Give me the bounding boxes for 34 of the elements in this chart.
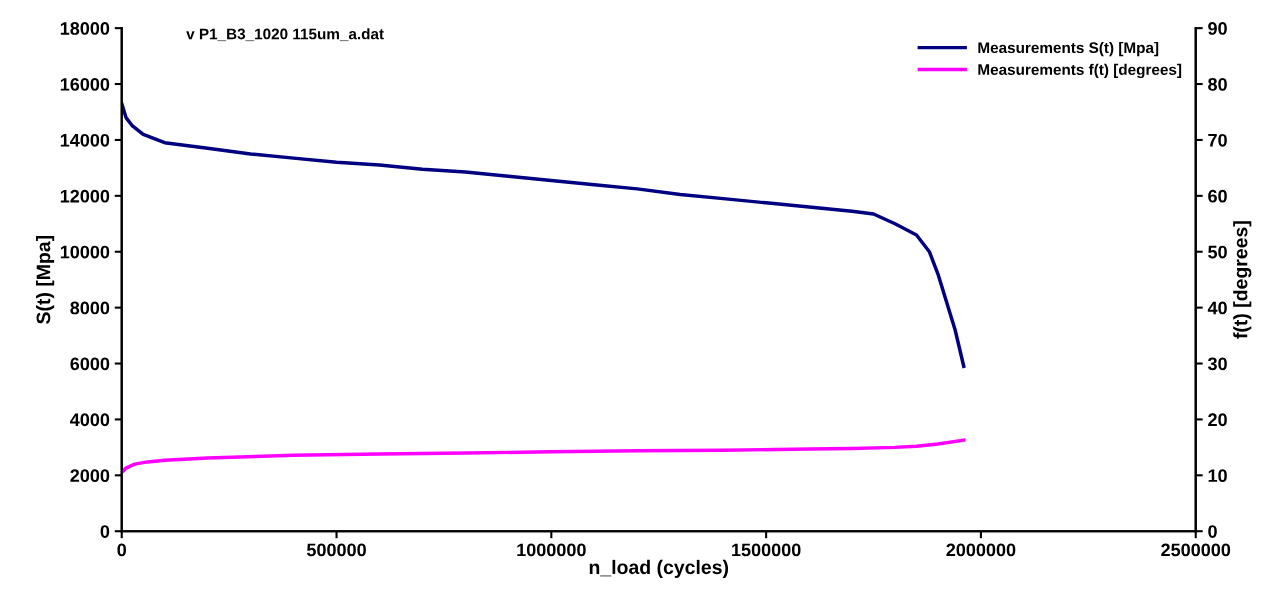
y-axis-title: S(t) [Mpa] — [36, 235, 55, 324]
y2-tick-label: 40 — [1207, 301, 1227, 315]
x-tick-label: 2000000 — [946, 543, 1016, 557]
y2-tick-label: 70 — [1208, 133, 1227, 147]
y2-tick-label: 0 — [1208, 525, 1217, 538]
legend-label: Measurements f(t) [degrees] — [978, 63, 1182, 79]
x-tick-label: 0 — [117, 543, 127, 557]
y2-tick-label: 10 — [1208, 469, 1227, 483]
y-tick-label: 12000 — [60, 189, 110, 203]
y-tick-label: 6000 — [70, 357, 110, 371]
y-tick-label: 18000 — [60, 22, 110, 35]
line-series — [121, 438, 966, 475]
x-tick-label: 1000000 — [517, 543, 586, 557]
y-tick-label: 8000 — [70, 301, 110, 315]
y-tick-label: 10000 — [60, 245, 110, 259]
y2-tick-label: 90 — [1208, 22, 1227, 35]
y2-tick-label: 50 — [1208, 245, 1227, 259]
line-series — [121, 101, 966, 369]
x-tick-label: 2500000 — [1161, 543, 1231, 557]
y-tick-label: 14000 — [60, 133, 110, 147]
x-axis-title: n_load (cycles) — [589, 559, 729, 578]
y2-tick-label: 30 — [1207, 357, 1227, 371]
chart-title: v P1_B3_1020 115um_a.dat — [186, 28, 384, 42]
y2-tick-label: 60 — [1208, 189, 1227, 203]
y2-tick-label: 80 — [1208, 77, 1227, 91]
y-tick-label: 16000 — [60, 77, 110, 91]
y2-tick-label: 20 — [1208, 413, 1227, 427]
y-tick-label: 2000 — [70, 469, 110, 483]
x-tick-label: 500000 — [306, 543, 366, 557]
y2-axis-title: f(t) [degrees] — [1233, 221, 1252, 339]
legend-label: Measurements S(t) [Mpa] — [978, 41, 1159, 57]
y-tick-label: 0 — [100, 525, 110, 538]
y-tick-label: 4000 — [70, 413, 110, 427]
x-tick-label: 1500000 — [732, 543, 801, 557]
